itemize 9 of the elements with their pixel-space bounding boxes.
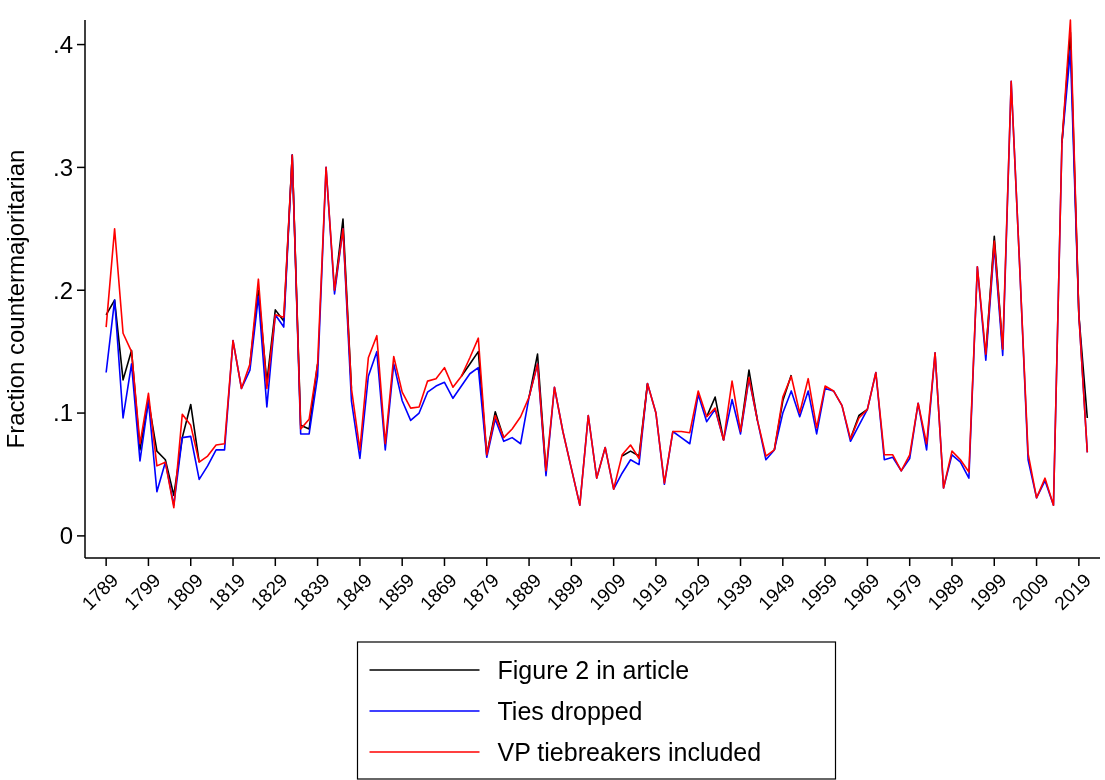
y-axis-title: Fraction countermajoritarian [2,149,29,449]
y-tick-label: .3 [52,153,73,181]
y-tick-label: .2 [52,276,73,304]
legend-label: Ties dropped [497,696,643,725]
y-tick-label: .4 [52,30,73,58]
y-tick-label: .1 [52,399,73,427]
legend-label: Figure 2 in article [497,655,690,684]
legend-label: VP tiebreakers included [497,737,762,766]
y-tick-label: 0 [59,522,73,550]
